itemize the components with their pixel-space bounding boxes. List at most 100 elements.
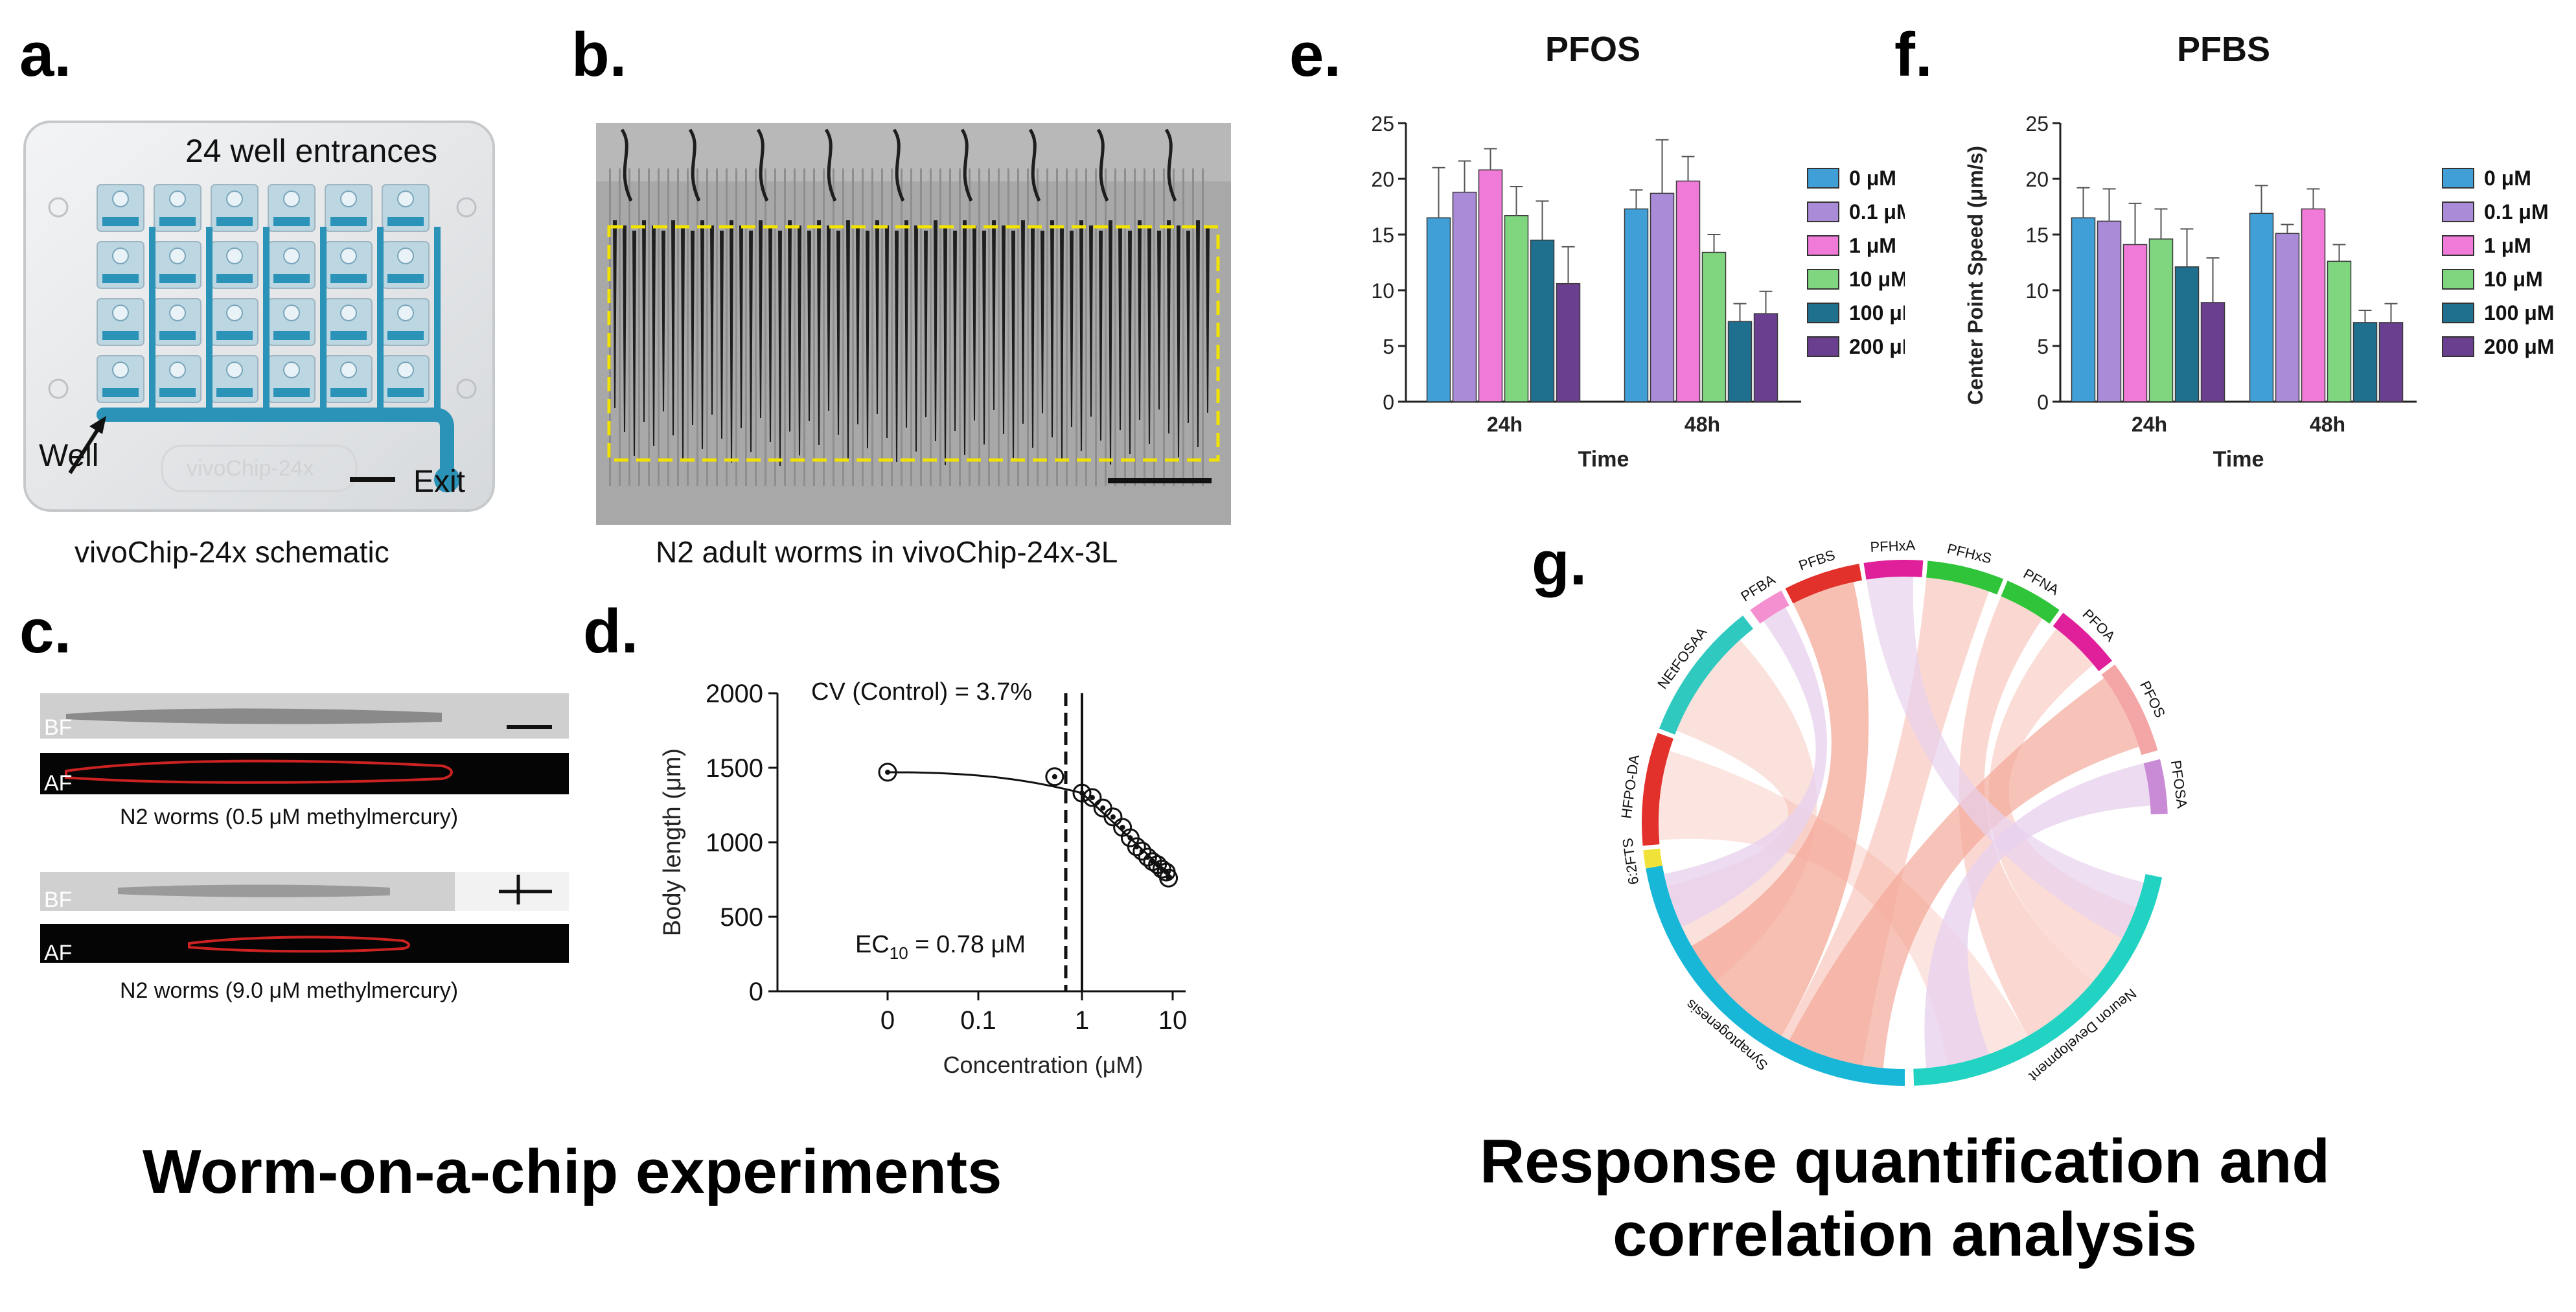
- chord-arc-pfhxa: [1863, 560, 1924, 580]
- worm: [856, 225, 860, 424]
- worm: [934, 220, 937, 441]
- chart-f-title: PFBS: [2177, 30, 2271, 69]
- e-bar: [1624, 208, 1649, 402]
- well-channel: [102, 331, 139, 340]
- well-channel: [273, 388, 310, 397]
- chord-ribbon-pfos: [1789, 678, 2139, 1068]
- bf-tag-2: BF: [44, 888, 73, 912]
- microchannel: [1182, 168, 1184, 486]
- e-bar: [1556, 282, 1581, 402]
- worm-top: [620, 128, 633, 202]
- wells-header: 24 well entrances: [185, 133, 438, 169]
- af-tag-2: AF: [44, 941, 73, 965]
- worm: [943, 225, 947, 465]
- microchannel: [852, 168, 854, 486]
- worm: [1128, 231, 1132, 454]
- panel-d-label: d.: [583, 597, 639, 666]
- d-y-tick-label: 500: [720, 903, 763, 932]
- well-entrance: [169, 362, 186, 378]
- well-entrance: [340, 190, 357, 207]
- worm: [720, 231, 724, 439]
- microchannel: [1066, 168, 1068, 486]
- well-entrance: [397, 190, 414, 207]
- e-bar: [1727, 321, 1753, 402]
- well-channel: [273, 274, 310, 283]
- d-point: [1045, 767, 1064, 787]
- d-x-label: Concentration (μM): [943, 1052, 1144, 1078]
- d-point-center: [1166, 875, 1171, 881]
- worm: [1050, 220, 1054, 437]
- d-point: [1133, 842, 1152, 861]
- worm: [700, 220, 704, 449]
- f-legend-label: 0 μM: [2484, 167, 2531, 190]
- well-channel: [330, 388, 367, 397]
- heading-right-line2: correlation analysis: [1613, 1200, 2197, 1270]
- e-bar: [1478, 169, 1503, 402]
- e-y-tick-label: 5: [1383, 335, 1394, 358]
- worm: [953, 231, 957, 431]
- microchannel: [1114, 168, 1116, 486]
- microchannel: [696, 168, 698, 486]
- well-channel: [159, 388, 196, 397]
- well-entrance: [226, 362, 243, 378]
- f-bar: [2174, 266, 2200, 402]
- panel-b-label: b.: [571, 20, 627, 89]
- d-point-center: [1079, 790, 1085, 796]
- well-channel: [102, 217, 139, 226]
- microchannel: [1095, 168, 1097, 486]
- panel-a-caption: vivoChip-24x schematic: [75, 535, 389, 569]
- worm-micrograph: [596, 123, 1231, 525]
- worm: [652, 225, 656, 446]
- well-channel: [159, 217, 196, 226]
- microchannel: [1056, 168, 1058, 486]
- d-x-tick-label: 1: [1075, 1006, 1089, 1035]
- f-bar: [2200, 302, 2225, 402]
- e-legend-swatch: [1807, 201, 1839, 222]
- well-entrance: [283, 305, 300, 321]
- worm: [1147, 225, 1151, 444]
- microchannel: [755, 168, 757, 486]
- microchannel: [774, 168, 776, 486]
- panel-e-label: e.: [1289, 20, 1342, 89]
- worm: [642, 220, 646, 422]
- microchannel: [803, 168, 805, 486]
- d-fit-curve: [887, 771, 1174, 879]
- well-entrance: [340, 247, 357, 264]
- microchannel: [735, 168, 737, 486]
- e-bar: [1504, 215, 1529, 402]
- worm: [1109, 220, 1112, 465]
- worm: [924, 231, 928, 417]
- f-bar: [2148, 238, 2174, 402]
- worm-top: [1164, 128, 1177, 202]
- f-legend-label: 100 μM: [2484, 301, 2555, 325]
- worm: [1070, 231, 1074, 427]
- well-entrance: [169, 190, 186, 207]
- d-point: [1127, 837, 1146, 857]
- f-legend-swatch: [2442, 201, 2474, 222]
- worm: [1099, 231, 1103, 441]
- microchannel: [638, 168, 640, 486]
- chord-arc-pfos: [2101, 664, 2158, 755]
- f-y-tick-label: 20: [2025, 168, 2049, 191]
- microchannel: [1027, 168, 1029, 486]
- af-tag-1: AF: [44, 771, 73, 796]
- worm: [1167, 220, 1171, 433]
- microchannel: [920, 168, 922, 486]
- microchannel: [842, 168, 844, 486]
- microchannel: [1173, 168, 1175, 486]
- microchannel: [628, 168, 630, 486]
- worm: [895, 231, 899, 462]
- worm: [992, 220, 996, 410]
- e-legend-label: 100 μM: [1849, 301, 1905, 325]
- f-x-tick-label: 24h: [2132, 413, 2167, 436]
- chord-ribbon-pfhxs: [1782, 577, 1989, 1066]
- worm: [1118, 225, 1122, 430]
- chord-arc-pfhxs: [1926, 560, 2004, 595]
- d-y-tick-label: 0: [749, 978, 763, 1006]
- worm-strips: BF AF BF AF: [40, 693, 569, 978]
- chart-e: 0 5 10 15 20 25 24h 48h Time 0 μM 0.1 μM 1 μM 10 μM 1…: [1371, 112, 1905, 472]
- e-x-label: Time: [1578, 447, 1629, 472]
- f-y-label: Center Point Speed (μm/s): [1964, 146, 1987, 405]
- e-legend-label: 10 μM: [1849, 268, 1905, 291]
- f-x-label: Time: [2213, 447, 2264, 472]
